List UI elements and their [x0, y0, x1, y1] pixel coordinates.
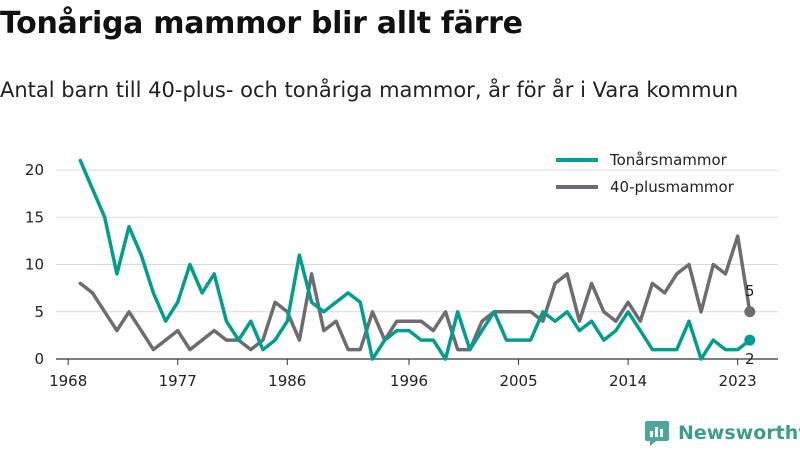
- y-tick-label: 15: [25, 208, 44, 226]
- newsworthy-logo-text: Newsworthy: [678, 422, 800, 444]
- x-tick-label: 1977: [159, 372, 197, 390]
- legend-label-40-plusmammor: 40-plusmammor: [610, 178, 735, 196]
- gridlines: [56, 169, 778, 360]
- legend-label-tonarsmammor: Tonårsmammor: [609, 151, 728, 169]
- x-tick-label: 1968: [49, 372, 87, 390]
- x-tick-label: 1986: [268, 372, 306, 390]
- x-tick-label: 2014: [609, 372, 647, 390]
- newsworthy-logo: Newsworthy: [644, 419, 800, 447]
- legend: Tonårsmammor 40-plusmammor: [556, 151, 735, 196]
- series-end-point-tonarsmammor: [744, 334, 756, 346]
- series-line-tonarsmammor: [78, 158, 752, 361]
- x-tick-label: 2023: [719, 372, 757, 390]
- axes: 0 5 10 15 20 1968 1977 1986 1996 2005 2014 2023: [25, 161, 757, 390]
- series-end-label-40-plusmammor: 5: [745, 282, 755, 300]
- y-tick-label: 0: [34, 350, 44, 368]
- chart-subtitle: Antal barn till 40-plus- och tonåriga ma…: [0, 78, 739, 102]
- newsworthy-logo-icon: [645, 421, 669, 446]
- series-layer: 52: [78, 158, 756, 368]
- y-tick-label: 5: [34, 303, 44, 321]
- x-tick-label: 1996: [390, 372, 428, 390]
- series-end-label-tonarsmammor: 2: [745, 350, 755, 368]
- series-end-point-40-plusmammor: [744, 306, 756, 318]
- x-tick-label: 2005: [499, 372, 537, 390]
- series-line-40-plusmammor: [78, 234, 752, 352]
- y-tick-label: 20: [25, 161, 44, 179]
- y-tick-label: 10: [25, 256, 44, 274]
- chart-title: Tonåriga mammor blir allt färre: [0, 6, 523, 41]
